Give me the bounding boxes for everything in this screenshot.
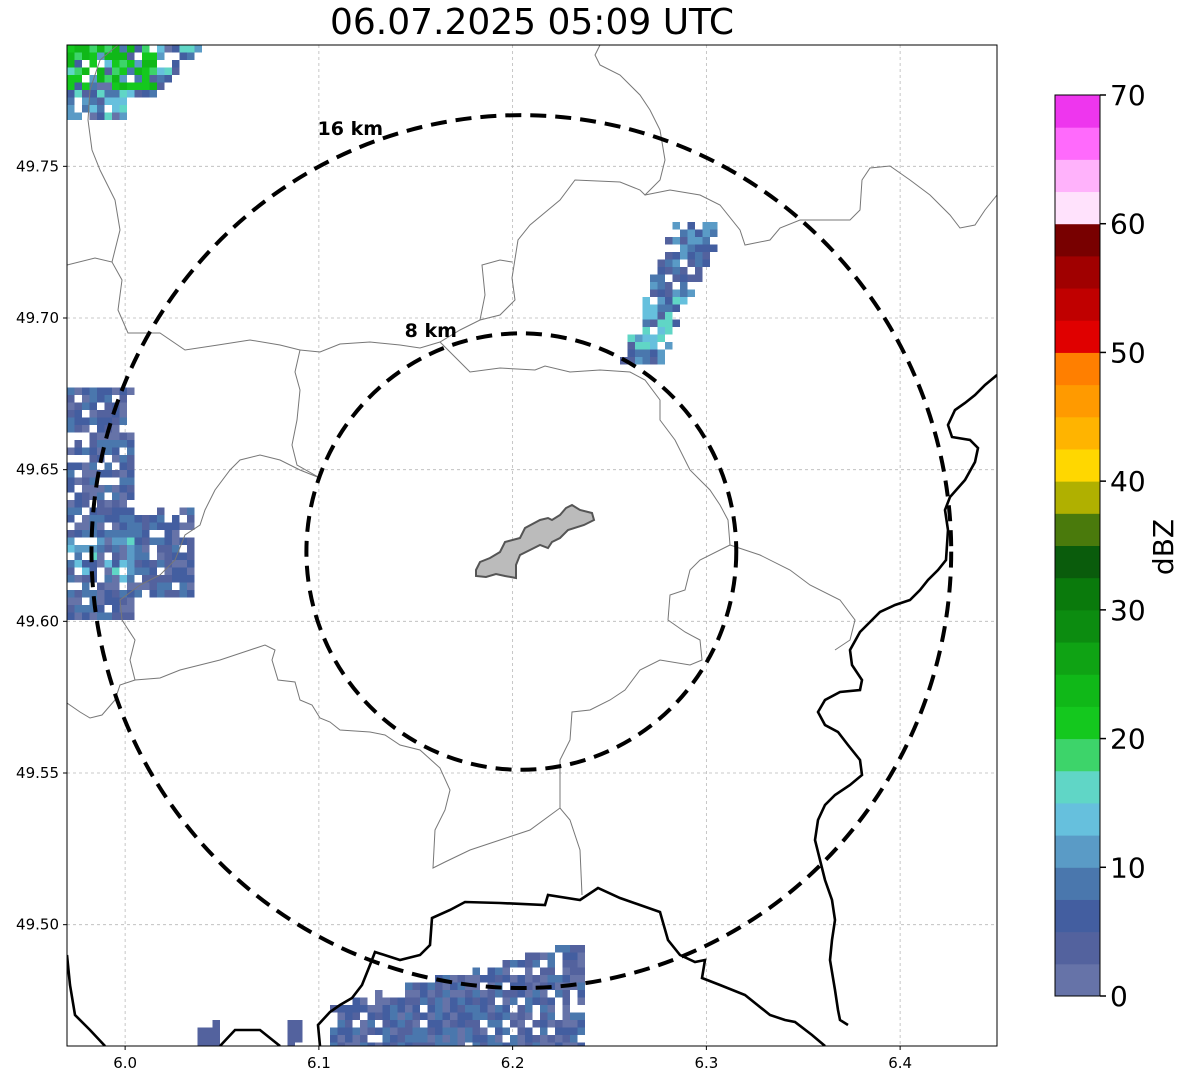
- municipal-border: [729, 544, 856, 651]
- colorbar-segment: [1055, 802, 1100, 836]
- municipal-border: [67, 257, 321, 479]
- plot-frame: [66, 44, 998, 1047]
- lat-tick-label: 49.65: [16, 461, 59, 479]
- colorbar-tick-label: 40: [1110, 465, 1146, 498]
- colorbar-frame: [1054, 94, 1101, 997]
- colorbar-tick-label: 10: [1110, 851, 1146, 884]
- country-border-south: [316, 886, 826, 1046]
- municipal-border: [479, 259, 513, 321]
- colorbar-segment: [1055, 899, 1100, 933]
- colorbar-segment: [1055, 384, 1100, 418]
- colorbar-segment: [1055, 770, 1100, 804]
- colorbar-segment: [1055, 674, 1100, 707]
- colorbar-segment: [1055, 159, 1100, 193]
- lon-tick-label: 6.4: [888, 1054, 912, 1072]
- lat-tick-label: 49.70: [16, 309, 59, 327]
- colorbar-segment: [1055, 95, 1100, 128]
- colorbar-segment: [1055, 320, 1100, 353]
- lon-tick-label: 6.2: [501, 1054, 525, 1072]
- colorbar-segment: [1055, 609, 1100, 643]
- country-border-south: [67, 954, 106, 1046]
- colorbar-segment: [1055, 931, 1100, 965]
- colorbar-segment: [1055, 738, 1100, 772]
- colorbar-segment: [1055, 352, 1100, 386]
- colorbar-tick-label: 50: [1110, 336, 1146, 369]
- colorbar-label: dBZ: [1147, 519, 1180, 575]
- range-ring-label: 8 km: [405, 320, 457, 342]
- municipal-border: [299, 45, 666, 353]
- municipal-border: [67, 644, 583, 896]
- colorbar: 0 10 20 30 40 50 60 70 dBZ: [1054, 79, 1180, 1013]
- colorbar-segment: [1055, 963, 1100, 997]
- colorbar-segment: [1055, 191, 1100, 225]
- municipal-border: [119, 454, 321, 681]
- map-title: 06.07.2025 05:09 UTC: [329, 2, 735, 43]
- colorbar-segment: [1055, 416, 1100, 450]
- municipal-border: [644, 165, 997, 246]
- colorbar-tick-label: 0: [1110, 980, 1128, 1013]
- colorbar-segment: [1055, 513, 1100, 546]
- range-ring-label: 16 km: [318, 118, 384, 140]
- colorbar-segment: [1055, 706, 1100, 740]
- colorbar-segment: [1055, 867, 1100, 900]
- range-rings: 8 km 16 km: [89, 113, 954, 991]
- colorbar-segment: [1055, 288, 1100, 321]
- colorbar-segment: [1055, 448, 1100, 482]
- country-border-east: [813, 374, 997, 1027]
- lon-tick-label: 6.0: [113, 1054, 137, 1072]
- range-ring: [304, 331, 739, 772]
- axis-ticks: 6.0 6.1 6.2 6.3 6.4 49.50 49.55 49.60 49.65 49.70…: [16, 157, 912, 1072]
- colorbar-tick-label: 20: [1110, 723, 1146, 756]
- country-border-south: [219, 1028, 281, 1046]
- municipal-border: [439, 341, 731, 546]
- country-border: [67, 374, 997, 1046]
- colorbar-segment: [1055, 642, 1100, 675]
- colorbar-segment: [1055, 127, 1100, 160]
- city-outline: [475, 503, 596, 580]
- lat-tick-label: 49.55: [16, 764, 59, 782]
- colorbar-tick-label: 30: [1110, 594, 1146, 627]
- colorbar-segment: [1055, 481, 1100, 514]
- colorbar-segment: [1055, 545, 1100, 579]
- lon-tick-label: 6.3: [694, 1054, 718, 1072]
- lat-tick-label: 49.60: [16, 612, 59, 630]
- lat-tick-label: 49.50: [16, 916, 59, 934]
- colorbar-segment: [1055, 223, 1100, 257]
- lon-tick-label: 6.1: [307, 1054, 331, 1072]
- colorbar-segment: [1055, 577, 1100, 611]
- radar-echoes: [67, 45, 718, 1046]
- colorbar-segment: [1055, 255, 1100, 289]
- municipal-border: [559, 544, 731, 808]
- range-ring: [89, 113, 954, 991]
- colorbar-segment: [1055, 835, 1100, 868]
- colorbar-tick-label: 70: [1110, 79, 1146, 112]
- municipal-borders: [67, 45, 997, 896]
- lat-tick-label: 49.75: [16, 157, 59, 175]
- municipal-border: [87, 45, 121, 263]
- colorbar-tick-label: 60: [1110, 208, 1146, 241]
